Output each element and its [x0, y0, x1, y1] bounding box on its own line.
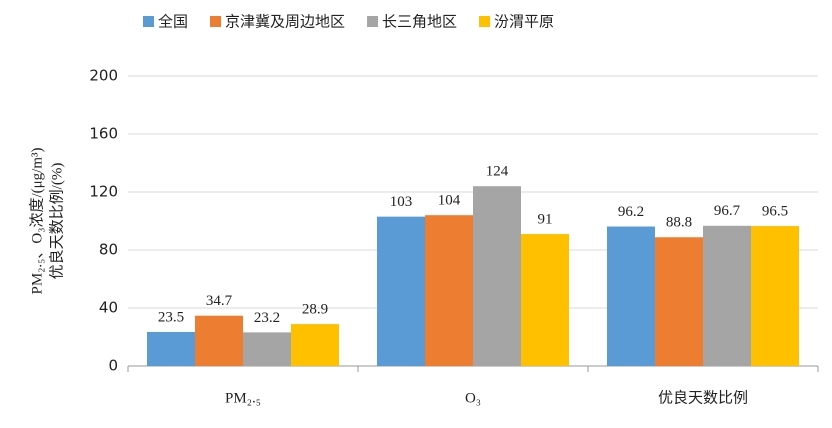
value-label: 124	[486, 164, 509, 180]
y-tick-label: 40	[99, 299, 118, 317]
value-label: 23.2	[254, 310, 280, 326]
y-axis-title-line: 优良天数比例/(%)	[48, 163, 65, 280]
bar	[655, 237, 703, 366]
bar	[751, 226, 799, 366]
legend-label: 全国	[158, 13, 188, 31]
value-label: 104	[438, 193, 461, 209]
value-label: 88.8	[666, 215, 692, 231]
legend-label: 京津冀及周边地区	[225, 13, 345, 31]
bar	[195, 315, 243, 366]
bar	[243, 332, 291, 366]
bar	[607, 226, 655, 366]
y-tick-label: 0	[108, 357, 118, 375]
y-tick-label: 160	[89, 125, 118, 143]
bar	[473, 186, 521, 366]
legend-swatch	[367, 16, 379, 27]
y-tick-label: 80	[99, 241, 118, 259]
y-tick-label: 120	[89, 183, 118, 201]
legend-swatch	[479, 16, 491, 27]
x-tick-label: 优良天数比例	[658, 389, 748, 406]
bar	[147, 331, 195, 366]
bar	[377, 216, 425, 366]
value-label: 96.7	[714, 203, 741, 219]
value-label: 23.5	[158, 309, 184, 325]
y-axis-title-line: PM₂.₅、O₃浓度/(μg/m³)	[28, 148, 45, 295]
legend-swatch	[210, 16, 222, 27]
y-axis-title: PM₂.₅、O₃浓度/(μg/m³) 优良天数比例/(%)	[28, 148, 65, 295]
x-tick-label: O₃	[465, 390, 481, 406]
value-label: 103	[390, 194, 413, 210]
value-label: 91	[538, 211, 553, 227]
value-label: 96.2	[618, 204, 644, 220]
legend-label: 汾渭平原	[494, 13, 554, 31]
legend-label: 长三角地区	[382, 13, 457, 31]
bar	[521, 234, 569, 366]
value-label: 96.5	[762, 204, 788, 220]
x-tick-label: PM₂.₅	[225, 390, 261, 406]
bar	[425, 215, 473, 366]
y-tick-label: 200	[89, 67, 118, 85]
bar	[703, 225, 751, 366]
bar	[291, 324, 339, 366]
value-label: 28.9	[302, 302, 328, 318]
value-label: 34.7	[206, 293, 233, 309]
legend-swatch	[143, 16, 154, 27]
